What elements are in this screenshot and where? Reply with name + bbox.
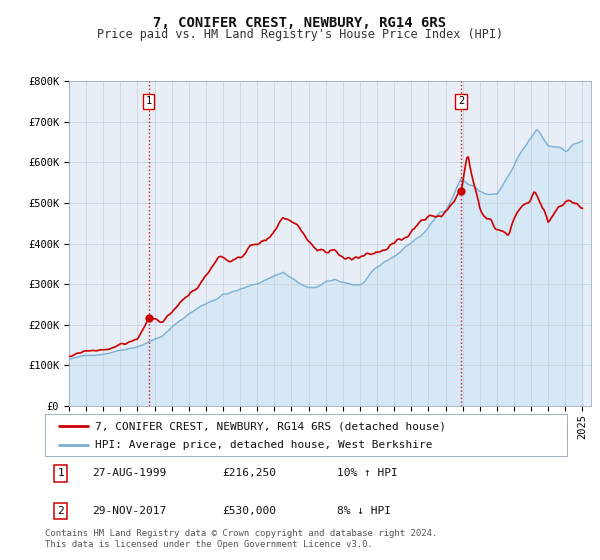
Text: 1: 1 [57, 469, 64, 478]
Text: £530,000: £530,000 [223, 506, 277, 516]
Text: 7, CONIFER CREST, NEWBURY, RG14 6RS: 7, CONIFER CREST, NEWBURY, RG14 6RS [154, 16, 446, 30]
Text: 2: 2 [458, 96, 464, 106]
Text: Contains HM Land Registry data © Crown copyright and database right 2024.
This d: Contains HM Land Registry data © Crown c… [45, 529, 437, 549]
Text: 7, CONIFER CREST, NEWBURY, RG14 6RS (detached house): 7, CONIFER CREST, NEWBURY, RG14 6RS (det… [95, 421, 446, 431]
Text: Price paid vs. HM Land Registry's House Price Index (HPI): Price paid vs. HM Land Registry's House … [97, 28, 503, 41]
Text: £216,250: £216,250 [223, 469, 277, 478]
Text: 2: 2 [57, 506, 64, 516]
Text: 10% ↑ HPI: 10% ↑ HPI [337, 469, 398, 478]
Text: 29-NOV-2017: 29-NOV-2017 [92, 506, 166, 516]
Text: 1: 1 [145, 96, 152, 106]
Text: HPI: Average price, detached house, West Berkshire: HPI: Average price, detached house, West… [95, 440, 432, 450]
Text: 27-AUG-1999: 27-AUG-1999 [92, 469, 166, 478]
Text: 8% ↓ HPI: 8% ↓ HPI [337, 506, 391, 516]
